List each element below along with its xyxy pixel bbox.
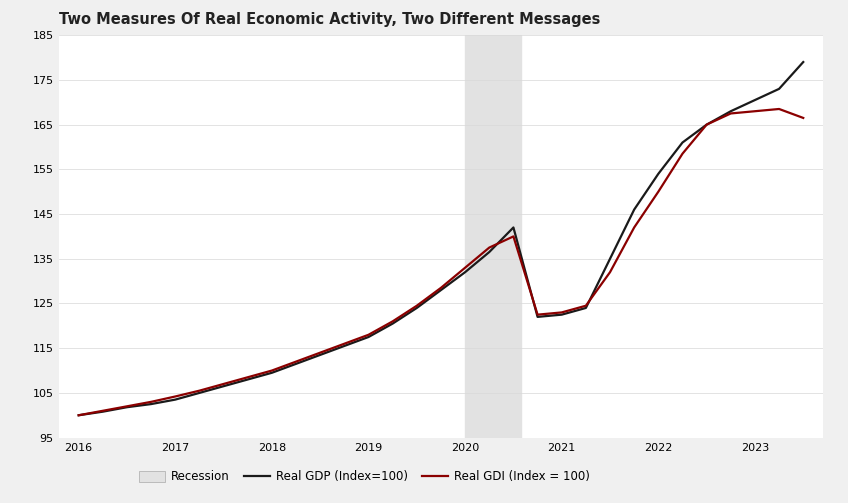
Real GDI (Index = 100) <box>484 244 494 250</box>
Real GDP (Index=100) <box>605 256 615 262</box>
Real GDP (Index=100) <box>388 320 398 326</box>
Real GDP (Index=100) <box>194 390 204 396</box>
Real GDI (Index = 100) <box>653 189 663 195</box>
Real GDP (Index=100) <box>146 401 156 407</box>
Real GDI (Index = 100) <box>267 368 277 374</box>
Real GDI (Index = 100) <box>556 309 566 315</box>
Real GDP (Index=100) <box>219 383 229 389</box>
Real GDI (Index = 100) <box>726 111 736 117</box>
Real GDP (Index=100) <box>629 207 639 213</box>
Real GDI (Index = 100) <box>74 412 84 418</box>
Real GDP (Index=100) <box>74 412 84 418</box>
Real GDP (Index=100) <box>460 269 470 275</box>
Real GDI (Index = 100) <box>678 151 688 157</box>
Real GDI (Index = 100) <box>508 233 518 239</box>
Real GDP (Index=100) <box>774 86 784 92</box>
Real GDI (Index = 100) <box>364 332 374 338</box>
Real GDI (Index = 100) <box>460 265 470 271</box>
Real GDI (Index = 100) <box>774 106 784 112</box>
Real GDI (Index = 100) <box>581 303 591 309</box>
Real GDP (Index=100) <box>701 122 711 128</box>
Real GDI (Index = 100) <box>291 359 301 365</box>
Real GDP (Index=100) <box>508 224 518 230</box>
Real GDI (Index = 100) <box>219 381 229 387</box>
Real GDI (Index = 100) <box>750 108 760 114</box>
Real GDP (Index=100) <box>291 361 301 367</box>
Real GDI (Index = 100) <box>629 224 639 230</box>
Real GDP (Index=100) <box>267 370 277 376</box>
Real GDP (Index=100) <box>339 343 349 349</box>
Real GDP (Index=100) <box>170 396 181 402</box>
Real GDP (Index=100) <box>436 287 446 293</box>
Real GDP (Index=100) <box>364 334 374 340</box>
Real GDP (Index=100) <box>798 59 808 65</box>
Real GDP (Index=100) <box>678 139 688 145</box>
Real GDP (Index=100) <box>315 352 326 358</box>
Real GDP (Index=100) <box>726 108 736 114</box>
Real GDI (Index = 100) <box>436 285 446 291</box>
Real GDP (Index=100) <box>412 305 422 311</box>
Real GDP (Index=100) <box>122 404 132 410</box>
Real GDI (Index = 100) <box>243 374 253 380</box>
Real GDI (Index = 100) <box>339 341 349 347</box>
Real GDI (Index = 100) <box>388 318 398 324</box>
Real GDP (Index=100) <box>750 97 760 103</box>
Real GDI (Index = 100) <box>122 403 132 409</box>
Real GDI (Index = 100) <box>194 388 204 394</box>
Real GDI (Index = 100) <box>170 393 181 399</box>
Real GDI (Index = 100) <box>98 408 108 414</box>
Real GDP (Index=100) <box>581 305 591 311</box>
Real GDP (Index=100) <box>484 249 494 255</box>
Real GDI (Index = 100) <box>798 115 808 121</box>
Real GDI (Index = 100) <box>146 399 156 405</box>
Real GDI (Index = 100) <box>701 122 711 128</box>
Line: Real GDI (Index = 100): Real GDI (Index = 100) <box>79 109 803 415</box>
Real GDP (Index=100) <box>98 408 108 414</box>
Real GDI (Index = 100) <box>412 303 422 309</box>
Line: Real GDP (Index=100): Real GDP (Index=100) <box>79 62 803 415</box>
Real GDP (Index=100) <box>243 376 253 382</box>
Real GDP (Index=100) <box>556 312 566 318</box>
Real GDI (Index = 100) <box>605 269 615 275</box>
Real GDI (Index = 100) <box>315 350 326 356</box>
Real GDI (Index = 100) <box>533 312 543 318</box>
Legend: Recession, Real GDP (Index=100), Real GDI (Index = 100): Recession, Real GDP (Index=100), Real GD… <box>135 466 594 488</box>
Real GDP (Index=100) <box>533 314 543 320</box>
Text: Two Measures Of Real Economic Activity, Two Different Messages: Two Measures Of Real Economic Activity, … <box>59 12 600 27</box>
Bar <box>465 35 522 438</box>
Real GDP (Index=100) <box>653 171 663 177</box>
